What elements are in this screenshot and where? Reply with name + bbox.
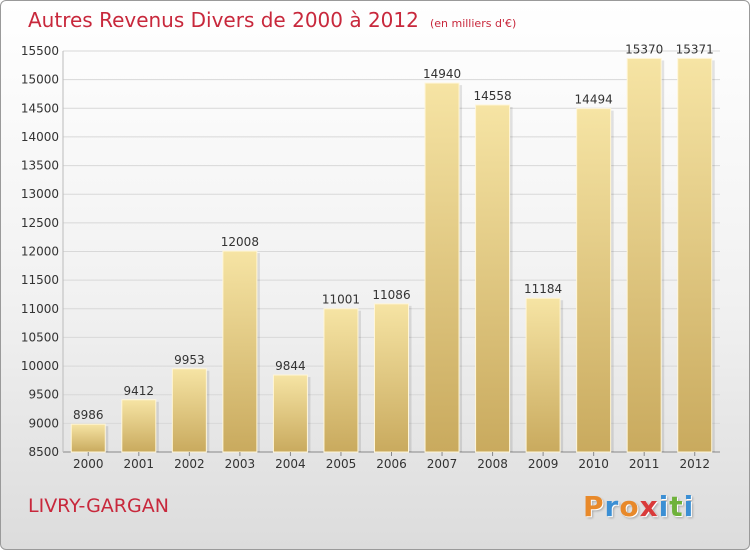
chart-title: Autres Revenus Divers de 2000 à 2012 (en… <box>28 8 516 32</box>
x-tick-label-2001: 2001 <box>124 457 155 471</box>
x-tick-label-2008: 2008 <box>477 457 508 471</box>
value-label-2002: 9953 <box>174 353 205 367</box>
value-label-2001: 9412 <box>124 384 155 398</box>
bar-2005 <box>323 308 359 453</box>
bar-2003 <box>222 250 258 453</box>
value-label-2008: 14558 <box>473 89 511 103</box>
logo-letter: i <box>658 490 670 523</box>
y-tick-label: 12000 <box>21 245 59 259</box>
bar-2002 <box>171 368 207 453</box>
x-tick-label-2005: 2005 <box>326 457 357 471</box>
commune-name: LIVRY-GARGAN <box>28 495 169 517</box>
x-tick-label-2009: 2009 <box>528 457 559 471</box>
value-label-2007: 14940 <box>423 67 461 81</box>
logo-letter: i <box>683 490 695 523</box>
x-tick-label-2000: 2000 <box>73 457 104 471</box>
bar-2008 <box>475 104 511 453</box>
value-label-2010: 14494 <box>575 93 613 107</box>
x-tick-label-2010: 2010 <box>578 457 609 471</box>
value-label-2009: 11184 <box>524 282 562 296</box>
proxiti-logo: Proxiti <box>583 490 694 523</box>
value-label-2011: 15370 <box>625 42 663 56</box>
y-tick-label: 14000 <box>21 130 59 144</box>
x-tick-label-2006: 2006 <box>376 457 407 471</box>
y-tick-label: 8500 <box>28 445 59 459</box>
x-tick-label-2002: 2002 <box>174 457 205 471</box>
y-tick-label: 9000 <box>28 416 59 430</box>
y-tick-label: 11000 <box>21 302 59 316</box>
y-tick-label: 15500 <box>21 44 59 58</box>
y-tick-label: 13000 <box>21 187 59 201</box>
y-tick-label: 10000 <box>21 359 59 373</box>
logo-letter: x <box>639 490 659 523</box>
value-label-2004: 9844 <box>275 359 306 373</box>
bar-2011 <box>626 57 662 453</box>
y-tick-label: 15000 <box>21 73 59 87</box>
bar-2001 <box>121 399 157 453</box>
bar-2007 <box>424 82 460 453</box>
bar-2009 <box>525 297 561 453</box>
bar-2004 <box>272 374 308 453</box>
chart-title-text: Autres Revenus Divers de 2000 à 2012 <box>28 8 419 32</box>
bar-2000 <box>70 423 106 453</box>
x-tick-label-2004: 2004 <box>275 457 306 471</box>
x-tick-label-2007: 2007 <box>427 457 458 471</box>
bar-chart: 8500 9000 9500 10000 10500 11000 11500 12000 125… <box>21 42 720 471</box>
value-label-2006: 11086 <box>372 288 410 302</box>
y-tick-label: 11500 <box>21 273 59 287</box>
bar-2012 <box>677 57 713 453</box>
value-label-2000: 8986 <box>73 408 104 422</box>
logo-letter: r <box>604 490 620 523</box>
bar-2010 <box>576 108 612 453</box>
logo-letter: o <box>619 490 640 523</box>
y-tick-label: 9500 <box>28 388 59 402</box>
value-label-2005: 11001 <box>322 293 360 307</box>
logo-letter: P <box>583 490 605 523</box>
y-tick-label: 13500 <box>21 159 59 173</box>
x-tick-label-2012: 2012 <box>679 457 710 471</box>
value-label-2003: 12008 <box>221 235 259 249</box>
chart-unit-text: (en milliers d'€) <box>429 17 517 30</box>
y-tick-label: 10500 <box>21 330 59 344</box>
x-tick-label-2011: 2011 <box>629 457 660 471</box>
logo-letter: t <box>669 490 684 523</box>
y-tick-label: 12500 <box>21 216 59 230</box>
y-tick-label: 14500 <box>21 101 59 115</box>
value-label-2012: 15371 <box>676 42 714 56</box>
x-tick-label-2003: 2003 <box>225 457 256 471</box>
bar-2006 <box>374 303 409 453</box>
